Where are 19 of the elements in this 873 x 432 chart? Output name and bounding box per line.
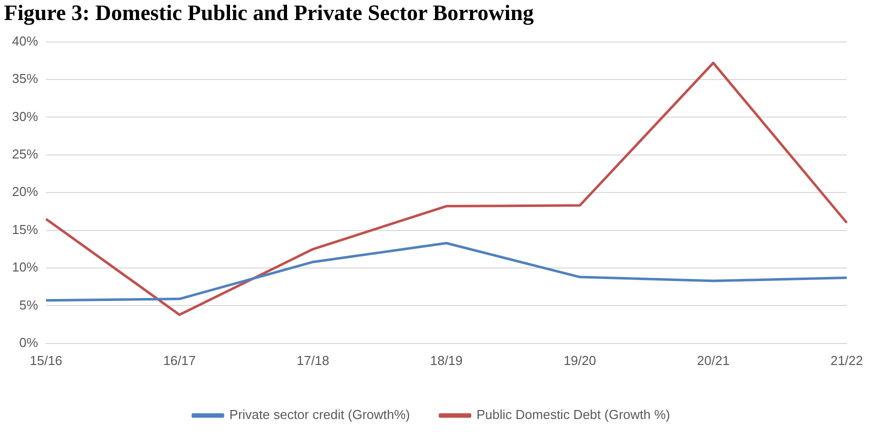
y-tick-label: 5% (19, 297, 38, 312)
y-tick-label: 15% (12, 222, 38, 237)
chart-title: Figure 3: Domestic Public and Private Sector Borrowing (3, 0, 535, 26)
legend-label: Private sector credit (Growth%) (229, 407, 410, 422)
x-tick-label: 18/19 (430, 352, 463, 368)
x-tick-label: 20/21 (697, 352, 730, 368)
y-tick-label: 40% (12, 33, 38, 48)
x-tick-label: 19/20 (564, 352, 596, 368)
x-tick-label: 21/22 (830, 352, 864, 368)
x-tick-label: 16/17 (163, 352, 196, 368)
y-tick-label: 25% (12, 146, 38, 162)
x-tick-label: 17/18 (296, 352, 330, 368)
y-tick-label: 0% (19, 334, 38, 350)
y-tick-label: 30% (12, 108, 38, 124)
legend-label: Public Domestic Debt (Growth %) (476, 407, 670, 422)
y-tick-label: 10% (12, 260, 38, 275)
y-tick-label: 20% (12, 184, 38, 200)
y-tick-label: 35% (12, 71, 38, 86)
x-tick-label: 15/16 (30, 352, 62, 368)
